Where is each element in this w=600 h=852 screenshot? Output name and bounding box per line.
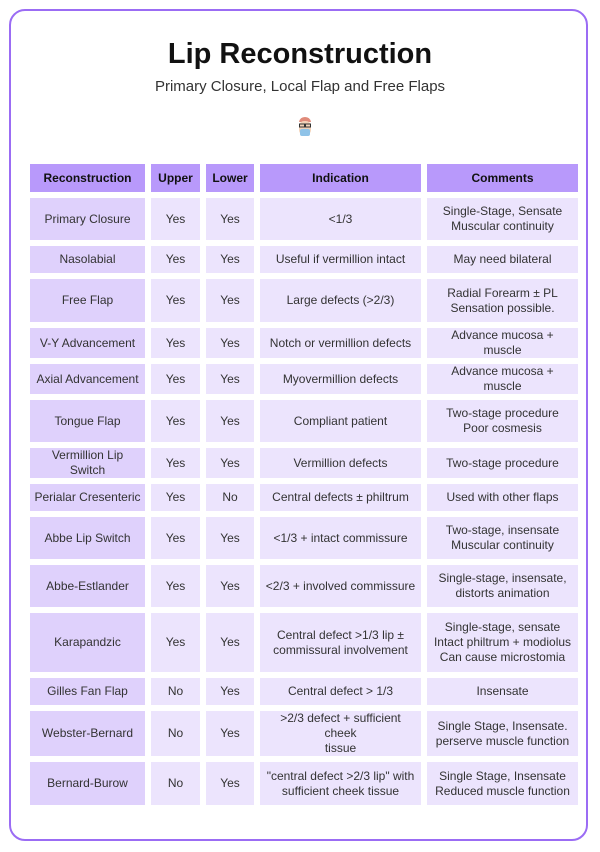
- column-header: Lower: [206, 164, 254, 192]
- indication-cell: >2/3 defect + sufficient cheek tissue: [260, 711, 421, 756]
- upper-cell: Yes: [151, 400, 200, 442]
- comments-cell: Advance mucosa + muscle: [427, 328, 578, 358]
- table-row: V-Y Advancement Yes Yes Notch or vermillion…: [30, 328, 578, 358]
- lower-cell: Yes: [206, 400, 254, 442]
- reconstruction-cell: Vermillion Lip Switch: [30, 448, 145, 478]
- lower-cell: Yes: [206, 448, 254, 478]
- upper-cell: Yes: [151, 613, 200, 672]
- upper-cell: Yes: [151, 198, 200, 240]
- upper-cell: Yes: [151, 279, 200, 322]
- lower-cell: Yes: [206, 613, 254, 672]
- upper-cell: Yes: [151, 484, 200, 511]
- upper-cell: No: [151, 678, 200, 705]
- table-row: Gilles Fan Flap No Yes Central defect > 1/3…: [30, 678, 578, 705]
- upper-cell: Yes: [151, 364, 200, 394]
- comments-cell: Two-stage procedure: [427, 448, 578, 478]
- indication-cell: Notch or vermillion defects: [260, 328, 421, 358]
- lower-cell: Yes: [206, 198, 254, 240]
- reconstruction-cell: Abbe-Estlander: [30, 565, 145, 607]
- table-row: Webster-Bernard No Yes >2/3 defect + suffic…: [30, 711, 578, 756]
- column-header: Reconstruction: [30, 164, 145, 192]
- reconstruction-cell: Nasolabial: [30, 246, 145, 273]
- indication-cell: <1/3: [260, 198, 421, 240]
- table-row: Vermillion Lip Switch Yes Yes Vermillion de…: [30, 448, 578, 478]
- page-subtitle: Primary Closure, Local Flap and Free Fla…: [154, 78, 446, 95]
- table-row: Bernard-Burow No Yes "central defect >2/3 l…: [30, 762, 578, 805]
- comments-cell: Two-stage, insensate Muscular continuity: [427, 517, 578, 559]
- reconstruction-cell: V-Y Advancement: [30, 328, 145, 358]
- comments-cell: Radial Forearm ± PL Sensation possible.: [427, 279, 578, 322]
- lower-cell: No: [206, 484, 254, 511]
- comments-cell: Single-stage, sensate Intact philtrum + …: [427, 613, 578, 672]
- upper-cell: Yes: [151, 246, 200, 273]
- lower-cell: Yes: [206, 364, 254, 394]
- reconstruction-cell: Primary Closure: [30, 198, 145, 240]
- comments-cell: May need bilateral: [427, 246, 578, 273]
- indication-cell: Central defect > 1/3: [260, 678, 421, 705]
- card-frame: [9, 9, 588, 841]
- table-row: Perialar Cresenteric Yes No Central defects…: [30, 484, 578, 511]
- reconstruction-cell: Perialar Cresenteric: [30, 484, 145, 511]
- lower-cell: Yes: [206, 678, 254, 705]
- lower-cell: Yes: [206, 565, 254, 607]
- table-row: Abbe Lip Switch Yes Yes <1/3 + intact commi…: [30, 517, 578, 559]
- reconstruction-cell: Tongue Flap: [30, 400, 145, 442]
- comments-cell: Advance mucosa + muscle: [427, 364, 578, 394]
- indication-cell: Myovermillion defects: [260, 364, 421, 394]
- reconstruction-cell: Webster-Bernard: [30, 711, 145, 756]
- upper-cell: Yes: [151, 565, 200, 607]
- table-row: Primary Closure Yes Yes <1/3 Single-Stage, S…: [30, 198, 578, 240]
- comments-cell: Used with other flaps: [427, 484, 578, 511]
- indication-cell: Large defects (>2/3): [260, 279, 421, 322]
- comments-cell: Single-Stage, Sensate Muscular continuit…: [427, 198, 578, 240]
- reconstruction-cell: Gilles Fan Flap: [30, 678, 145, 705]
- indication-cell: Vermillion defects: [260, 448, 421, 478]
- reconstruction-cell: Abbe Lip Switch: [30, 517, 145, 559]
- indication-cell: "central defect >2/3 lip" with sufficien…: [260, 762, 421, 805]
- column-header: Comments: [427, 164, 578, 192]
- doctor-avatar-icon: [299, 117, 311, 136]
- lower-cell: Yes: [206, 246, 254, 273]
- page-title: Lip Reconstruction: [167, 38, 433, 70]
- indication-cell: Compliant patient: [260, 400, 421, 442]
- column-header: Upper: [151, 164, 200, 192]
- lower-cell: Yes: [206, 517, 254, 559]
- table-row: Nasolabial Yes Yes Useful if vermillion int…: [30, 246, 578, 273]
- indication-cell: Central defect >1/3 lip ± commissural in…: [260, 613, 421, 672]
- upper-cell: Yes: [151, 517, 200, 559]
- indication-cell: Useful if vermillion intact: [260, 246, 421, 273]
- table-row: Axial Advancement Yes Yes Myovermillion def…: [30, 364, 578, 394]
- indication-cell: Central defects ± philtrum: [260, 484, 421, 511]
- comments-cell: Two-stage procedure Poor cosmesis: [427, 400, 578, 442]
- table-row: Free Flap Yes Yes Large defects (>2/3) Radia…: [30, 279, 578, 322]
- upper-cell: Yes: [151, 448, 200, 478]
- comments-cell: Single Stage, Insensate Reduced muscle f…: [427, 762, 578, 805]
- table-row: Abbe-Estlander Yes Yes <2/3 + involved comm…: [30, 565, 578, 607]
- table-row: Tongue Flap Yes Yes Compliant patient Two-st…: [30, 400, 578, 442]
- comments-cell: Insensate: [427, 678, 578, 705]
- comments-cell: Single Stage, Insensate. perserve muscle…: [427, 711, 578, 756]
- indication-cell: <1/3 + intact commissure: [260, 517, 421, 559]
- upper-cell: No: [151, 762, 200, 805]
- reconstruction-cell: Free Flap: [30, 279, 145, 322]
- lower-cell: Yes: [206, 711, 254, 756]
- reconstruction-cell: Bernard-Burow: [30, 762, 145, 805]
- lower-cell: Yes: [206, 279, 254, 322]
- table-row: Karapandzic Yes Yes Central defect >1/3 lip…: [30, 613, 578, 672]
- reconstruction-cell: Karapandzic: [30, 613, 145, 672]
- lower-cell: Yes: [206, 328, 254, 358]
- upper-cell: No: [151, 711, 200, 756]
- reconstruction-cell: Axial Advancement: [30, 364, 145, 394]
- column-header: Indication: [260, 164, 421, 192]
- comments-cell: Single-stage, insensate, distorts animat…: [427, 565, 578, 607]
- upper-cell: Yes: [151, 328, 200, 358]
- lip-reconstruction-table: Reconstruction Upper Lower Indication Commen…: [24, 158, 584, 811]
- lower-cell: Yes: [206, 762, 254, 805]
- indication-cell: <2/3 + involved commissure: [260, 565, 421, 607]
